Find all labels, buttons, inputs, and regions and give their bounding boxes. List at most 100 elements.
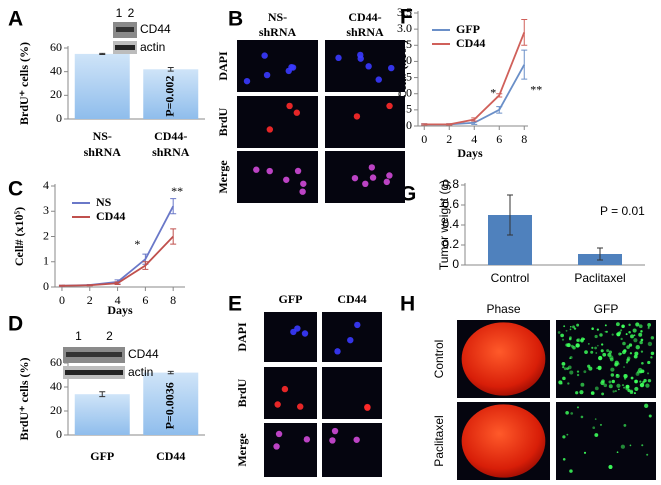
gfp-spot: [583, 370, 587, 374]
column-label: GFP: [279, 292, 303, 306]
gfp-spot: [594, 386, 599, 391]
gfp-spot: [628, 330, 631, 334]
gfp-spot: [576, 370, 580, 373]
y-tick-label: 4: [43, 178, 49, 192]
gfp-spot: [587, 342, 590, 345]
gfp-spot: [639, 340, 643, 345]
gfp-spot: [570, 412, 574, 415]
gfp-spot: [618, 388, 620, 391]
y-tick-label: 0: [56, 427, 62, 441]
gfp-spot: [575, 391, 579, 395]
error-bar: [170, 198, 177, 215]
cell: [362, 180, 369, 188]
gfp-spot: [645, 383, 650, 388]
error-bar: [99, 52, 106, 56]
column-label: GFP: [594, 302, 619, 316]
cell: [243, 77, 251, 85]
x-tick-label: 0: [421, 132, 427, 146]
x-axis-label: Days: [457, 146, 483, 160]
gfp-spot: [569, 370, 574, 375]
gfp-spot: [647, 341, 653, 347]
gfp-spot: [647, 372, 650, 375]
gfp-spot: [602, 352, 607, 357]
gfp-spot: [615, 322, 620, 327]
x-tick-label: 8: [521, 132, 527, 146]
cell: [335, 54, 342, 62]
gfp-spot: [620, 329, 623, 332]
tumor: [461, 404, 546, 478]
gfp-spot: [650, 351, 655, 356]
cell: [261, 52, 268, 59]
gfp-spot: [633, 392, 636, 395]
gfp-spot: [594, 334, 598, 339]
cell: [386, 172, 393, 179]
gfp-spot: [608, 384, 613, 389]
bar: [143, 372, 199, 435]
gfp-spot: [623, 366, 625, 368]
y-tick-label: 0: [43, 279, 49, 293]
p-value: P = 0.01: [600, 204, 645, 218]
error-bar: [58, 284, 65, 287]
lane-label: 1: [75, 329, 82, 343]
gfp-spot: [584, 350, 588, 355]
gfp-spot: [592, 426, 596, 430]
legend-label: CD44: [456, 36, 485, 50]
panel-letter: F: [400, 6, 413, 29]
cell: [347, 336, 354, 344]
error-bar: [86, 284, 93, 287]
x-tick-label: GFP: [90, 449, 114, 463]
gfp-spot: [608, 350, 613, 354]
cell: [253, 166, 260, 173]
gfp-spot: [590, 350, 594, 354]
gfp-spot: [633, 338, 638, 343]
gfp-spot: [594, 433, 599, 437]
y-tick-label: 60: [50, 40, 62, 54]
cell: [266, 167, 273, 175]
gfp-spot: [600, 380, 605, 386]
gfp-spot: [567, 365, 572, 370]
gfp-spot: [610, 367, 615, 372]
x-tick-label: 4: [471, 132, 477, 146]
gfp-spot: [647, 360, 651, 365]
x-tick-label: 6: [142, 293, 148, 307]
micrograph: [322, 312, 382, 362]
significance: *: [490, 86, 496, 100]
gfp-spot: [572, 345, 576, 350]
gfp-spot: [567, 382, 570, 385]
x-tick-label: Control: [491, 271, 530, 285]
panel-letter: D: [8, 313, 23, 336]
line: [61, 235, 174, 287]
gfp-spot: [628, 343, 633, 347]
error-bar: [142, 261, 149, 270]
gfp-spot: [650, 356, 653, 359]
cell: [281, 385, 289, 393]
gfp-spot: [588, 366, 593, 371]
gfp-spot: [580, 382, 585, 387]
cell: [299, 188, 306, 195]
gfp-spot: [579, 390, 584, 395]
x-tick-label: CD44: [156, 449, 185, 463]
y-tick-label: 20: [50, 87, 62, 101]
gfp-spot: [621, 384, 625, 387]
cell: [353, 113, 361, 120]
gfp-spot: [606, 349, 610, 353]
y-tick-label: 0.6: [442, 197, 459, 211]
gfp-spot: [596, 328, 599, 331]
gfp-spot: [616, 383, 621, 388]
x-tick-label: 2: [446, 132, 452, 146]
gfp-spot: [562, 457, 566, 461]
micrograph: [237, 151, 318, 203]
gfp-spot: [591, 346, 594, 349]
gfp-spot: [562, 366, 565, 369]
cell: [357, 51, 364, 59]
legend-label: CD44: [96, 209, 125, 223]
micrograph: [325, 151, 405, 203]
x-axis-label: Days: [107, 303, 133, 317]
gfp-spot: [573, 327, 577, 330]
cell: [365, 63, 372, 70]
significance: *: [134, 237, 140, 251]
gfp-spot: [633, 334, 636, 337]
gfp-spot: [629, 352, 633, 355]
gfp-spot: [576, 373, 580, 377]
lane-label: 1: [116, 6, 123, 20]
